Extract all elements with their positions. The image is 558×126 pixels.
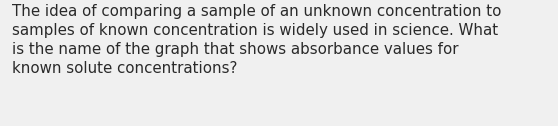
Text: The idea of comparing a sample of an unknown concentration to
samples of known c: The idea of comparing a sample of an unk… xyxy=(12,4,502,76)
